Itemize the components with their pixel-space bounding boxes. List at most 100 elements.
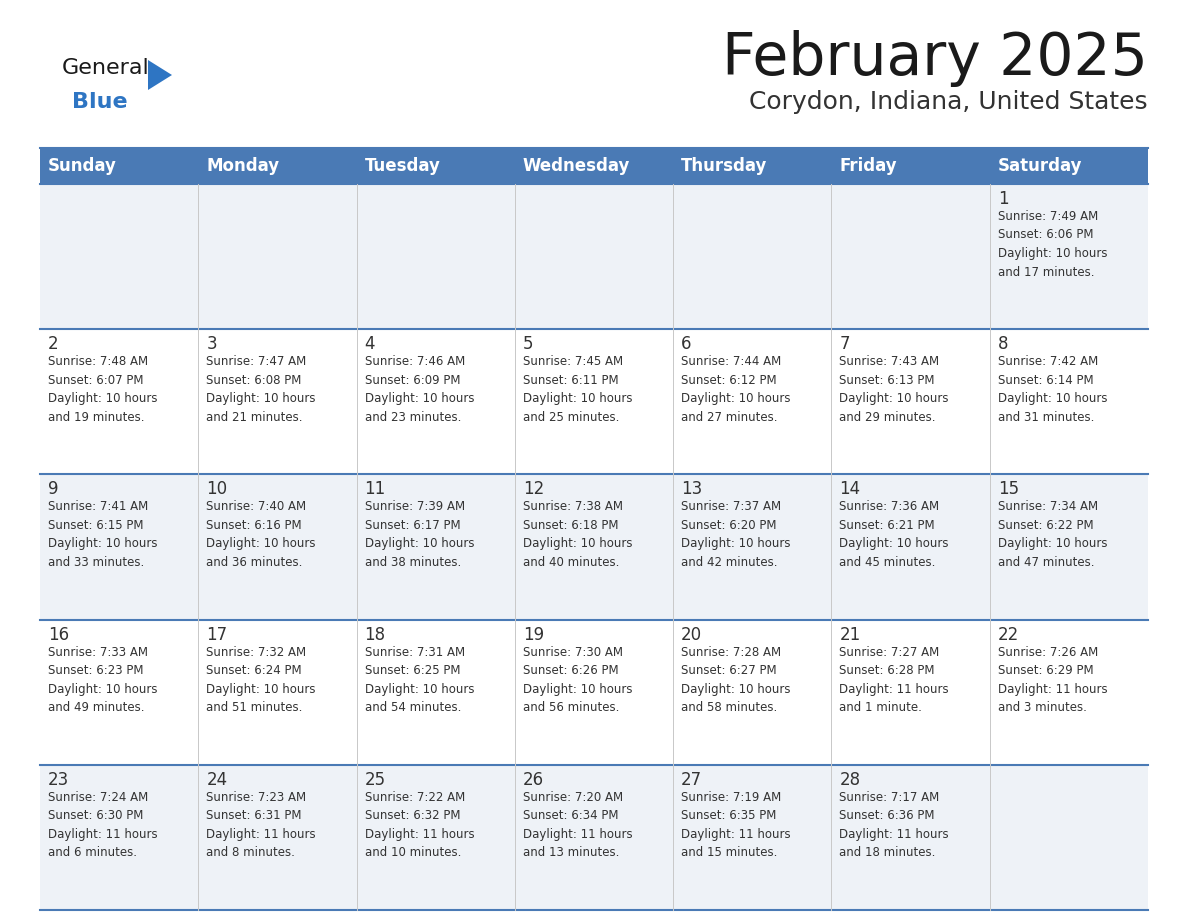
Text: Sunrise: 7:20 AM
Sunset: 6:34 PM
Daylight: 11 hours
and 13 minutes.: Sunrise: 7:20 AM Sunset: 6:34 PM Dayligh… — [523, 790, 632, 859]
Text: Corydon, Indiana, United States: Corydon, Indiana, United States — [750, 90, 1148, 114]
Bar — [40, 765, 198, 910]
Text: Sunrise: 7:36 AM
Sunset: 6:21 PM
Daylight: 10 hours
and 45 minutes.: Sunrise: 7:36 AM Sunset: 6:21 PM Dayligh… — [840, 500, 949, 569]
Text: 23: 23 — [48, 771, 69, 789]
Bar — [40, 475, 198, 620]
Text: Sunrise: 7:31 AM
Sunset: 6:25 PM
Daylight: 10 hours
and 54 minutes.: Sunrise: 7:31 AM Sunset: 6:25 PM Dayligh… — [365, 645, 474, 714]
Bar — [198, 620, 356, 765]
Text: Sunrise: 7:24 AM
Sunset: 6:30 PM
Daylight: 11 hours
and 6 minutes.: Sunrise: 7:24 AM Sunset: 6:30 PM Dayligh… — [48, 790, 158, 859]
Bar — [514, 184, 674, 330]
Text: 13: 13 — [681, 480, 702, 498]
Bar — [990, 330, 1148, 475]
Text: Sunrise: 7:33 AM
Sunset: 6:23 PM
Daylight: 10 hours
and 49 minutes.: Sunrise: 7:33 AM Sunset: 6:23 PM Dayligh… — [48, 645, 158, 714]
Text: February 2025: February 2025 — [722, 30, 1148, 87]
Text: 22: 22 — [998, 625, 1019, 644]
Bar — [832, 620, 990, 765]
Bar — [832, 330, 990, 475]
Text: 10: 10 — [207, 480, 227, 498]
Text: 24: 24 — [207, 771, 227, 789]
Text: Sunrise: 7:27 AM
Sunset: 6:28 PM
Daylight: 11 hours
and 1 minute.: Sunrise: 7:27 AM Sunset: 6:28 PM Dayligh… — [840, 645, 949, 714]
Bar — [198, 330, 356, 475]
Text: Sunrise: 7:46 AM
Sunset: 6:09 PM
Daylight: 10 hours
and 23 minutes.: Sunrise: 7:46 AM Sunset: 6:09 PM Dayligh… — [365, 355, 474, 424]
Bar — [514, 620, 674, 765]
Text: General: General — [62, 58, 150, 78]
Text: 18: 18 — [365, 625, 386, 644]
Bar — [198, 765, 356, 910]
Text: Sunrise: 7:19 AM
Sunset: 6:35 PM
Daylight: 11 hours
and 15 minutes.: Sunrise: 7:19 AM Sunset: 6:35 PM Dayligh… — [681, 790, 791, 859]
Text: Sunrise: 7:32 AM
Sunset: 6:24 PM
Daylight: 10 hours
and 51 minutes.: Sunrise: 7:32 AM Sunset: 6:24 PM Dayligh… — [207, 645, 316, 714]
Text: 15: 15 — [998, 480, 1019, 498]
Text: Sunrise: 7:23 AM
Sunset: 6:31 PM
Daylight: 11 hours
and 8 minutes.: Sunrise: 7:23 AM Sunset: 6:31 PM Dayligh… — [207, 790, 316, 859]
Text: Sunrise: 7:44 AM
Sunset: 6:12 PM
Daylight: 10 hours
and 27 minutes.: Sunrise: 7:44 AM Sunset: 6:12 PM Dayligh… — [681, 355, 791, 424]
Text: 27: 27 — [681, 771, 702, 789]
Text: 3: 3 — [207, 335, 217, 353]
Text: 9: 9 — [48, 480, 58, 498]
Bar — [832, 184, 990, 330]
Text: Sunrise: 7:40 AM
Sunset: 6:16 PM
Daylight: 10 hours
and 36 minutes.: Sunrise: 7:40 AM Sunset: 6:16 PM Dayligh… — [207, 500, 316, 569]
Text: Friday: Friday — [840, 157, 897, 175]
Bar — [674, 475, 832, 620]
Text: Sunday: Sunday — [48, 157, 116, 175]
Text: Sunrise: 7:38 AM
Sunset: 6:18 PM
Daylight: 10 hours
and 40 minutes.: Sunrise: 7:38 AM Sunset: 6:18 PM Dayligh… — [523, 500, 632, 569]
Text: 28: 28 — [840, 771, 860, 789]
Bar — [198, 184, 356, 330]
Bar — [832, 765, 990, 910]
Bar — [356, 475, 514, 620]
Bar — [40, 184, 198, 330]
Text: Sunrise: 7:30 AM
Sunset: 6:26 PM
Daylight: 10 hours
and 56 minutes.: Sunrise: 7:30 AM Sunset: 6:26 PM Dayligh… — [523, 645, 632, 714]
Text: Saturday: Saturday — [998, 157, 1082, 175]
Text: 4: 4 — [365, 335, 375, 353]
Text: 6: 6 — [681, 335, 691, 353]
Bar — [514, 330, 674, 475]
Bar — [990, 620, 1148, 765]
Text: 14: 14 — [840, 480, 860, 498]
Bar — [356, 765, 514, 910]
Text: 17: 17 — [207, 625, 227, 644]
Bar — [674, 184, 832, 330]
Bar — [990, 475, 1148, 620]
Bar — [356, 330, 514, 475]
Bar — [198, 475, 356, 620]
Text: Sunrise: 7:41 AM
Sunset: 6:15 PM
Daylight: 10 hours
and 33 minutes.: Sunrise: 7:41 AM Sunset: 6:15 PM Dayligh… — [48, 500, 158, 569]
Text: 16: 16 — [48, 625, 69, 644]
Text: 2: 2 — [48, 335, 58, 353]
Text: Monday: Monday — [207, 157, 279, 175]
Text: Thursday: Thursday — [681, 157, 767, 175]
Text: 11: 11 — [365, 480, 386, 498]
Text: 12: 12 — [523, 480, 544, 498]
Text: Sunrise: 7:28 AM
Sunset: 6:27 PM
Daylight: 10 hours
and 58 minutes.: Sunrise: 7:28 AM Sunset: 6:27 PM Dayligh… — [681, 645, 791, 714]
Bar — [674, 330, 832, 475]
Text: 20: 20 — [681, 625, 702, 644]
Polygon shape — [148, 60, 172, 90]
Text: Sunrise: 7:45 AM
Sunset: 6:11 PM
Daylight: 10 hours
and 25 minutes.: Sunrise: 7:45 AM Sunset: 6:11 PM Dayligh… — [523, 355, 632, 424]
Bar — [40, 620, 198, 765]
Text: 7: 7 — [840, 335, 849, 353]
Text: 26: 26 — [523, 771, 544, 789]
Text: Sunrise: 7:17 AM
Sunset: 6:36 PM
Daylight: 11 hours
and 18 minutes.: Sunrise: 7:17 AM Sunset: 6:36 PM Dayligh… — [840, 790, 949, 859]
Bar — [40, 148, 1148, 184]
Bar — [356, 620, 514, 765]
Text: Sunrise: 7:26 AM
Sunset: 6:29 PM
Daylight: 11 hours
and 3 minutes.: Sunrise: 7:26 AM Sunset: 6:29 PM Dayligh… — [998, 645, 1107, 714]
Text: Sunrise: 7:47 AM
Sunset: 6:08 PM
Daylight: 10 hours
and 21 minutes.: Sunrise: 7:47 AM Sunset: 6:08 PM Dayligh… — [207, 355, 316, 424]
Text: 19: 19 — [523, 625, 544, 644]
Text: 8: 8 — [998, 335, 1009, 353]
Bar — [514, 475, 674, 620]
Text: 21: 21 — [840, 625, 860, 644]
Text: Sunrise: 7:37 AM
Sunset: 6:20 PM
Daylight: 10 hours
and 42 minutes.: Sunrise: 7:37 AM Sunset: 6:20 PM Dayligh… — [681, 500, 791, 569]
Text: 5: 5 — [523, 335, 533, 353]
Bar — [674, 620, 832, 765]
Bar — [832, 475, 990, 620]
Bar — [674, 765, 832, 910]
Bar — [514, 765, 674, 910]
Bar — [990, 184, 1148, 330]
Text: 25: 25 — [365, 771, 386, 789]
Text: Sunrise: 7:22 AM
Sunset: 6:32 PM
Daylight: 11 hours
and 10 minutes.: Sunrise: 7:22 AM Sunset: 6:32 PM Dayligh… — [365, 790, 474, 859]
Text: Sunrise: 7:39 AM
Sunset: 6:17 PM
Daylight: 10 hours
and 38 minutes.: Sunrise: 7:39 AM Sunset: 6:17 PM Dayligh… — [365, 500, 474, 569]
Text: Tuesday: Tuesday — [365, 157, 441, 175]
Text: Sunrise: 7:49 AM
Sunset: 6:06 PM
Daylight: 10 hours
and 17 minutes.: Sunrise: 7:49 AM Sunset: 6:06 PM Dayligh… — [998, 210, 1107, 278]
Text: Blue: Blue — [72, 92, 127, 112]
Bar — [40, 330, 198, 475]
Text: Sunrise: 7:48 AM
Sunset: 6:07 PM
Daylight: 10 hours
and 19 minutes.: Sunrise: 7:48 AM Sunset: 6:07 PM Dayligh… — [48, 355, 158, 424]
Text: Sunrise: 7:42 AM
Sunset: 6:14 PM
Daylight: 10 hours
and 31 minutes.: Sunrise: 7:42 AM Sunset: 6:14 PM Dayligh… — [998, 355, 1107, 424]
Text: Sunrise: 7:34 AM
Sunset: 6:22 PM
Daylight: 10 hours
and 47 minutes.: Sunrise: 7:34 AM Sunset: 6:22 PM Dayligh… — [998, 500, 1107, 569]
Bar — [356, 184, 514, 330]
